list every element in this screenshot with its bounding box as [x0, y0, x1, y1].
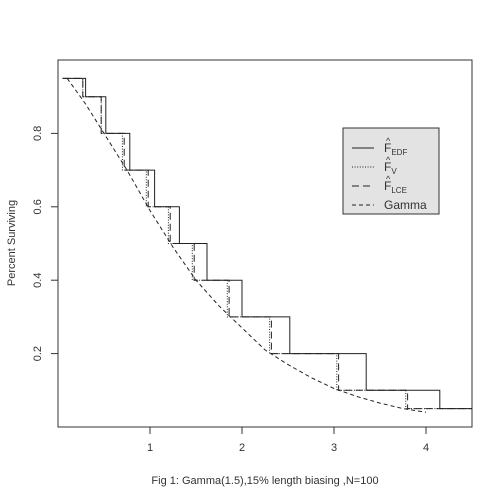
y-tick-label: 0.8: [32, 126, 44, 141]
legend: FEDF^FV^FLCE^Gamma: [342, 127, 440, 215]
legend-label: FLCE: [384, 179, 407, 195]
x-tick-label: 1: [147, 442, 153, 454]
legend-label-sub: EDF: [391, 148, 407, 157]
x-tick-label: 3: [331, 442, 337, 454]
legend-label-main: Gamma: [384, 198, 427, 212]
legend-label-main: F: [384, 179, 391, 193]
legend-hat: ^: [386, 174, 391, 184]
series-dashed-line: [66, 78, 427, 413]
y-tick-label: 0.4: [32, 273, 44, 288]
legend-label-sub: LCE: [391, 186, 407, 195]
plot-frame: [57, 59, 473, 428]
axes: 1 2 3 4 0.2 0.4 0.6 0.8: [32, 126, 429, 454]
x-axis-label: Fig 1: Gamma(1.5),15% length biasing ,N=…: [151, 475, 378, 487]
series-dotted-line: [62, 77, 472, 410]
x-tick-label: 4: [423, 442, 429, 454]
legend-hat: ^: [386, 155, 391, 165]
y-tick-label: 0.6: [32, 199, 44, 214]
legend-label: FEDF: [384, 141, 407, 157]
legend-label: FV: [384, 160, 397, 176]
series-group: [62, 77, 472, 413]
legend-label-sub: V: [391, 167, 397, 176]
legend-label-main: F: [384, 160, 391, 174]
series-solid-line: [62, 77, 472, 410]
y-tick-label: 0.2: [32, 346, 44, 361]
y-axis-label: Percent Surviving: [6, 200, 18, 286]
legend-box: [342, 127, 440, 215]
legend-hat: ^: [386, 136, 391, 146]
legend-label-main: F: [384, 141, 391, 155]
legend-label: Gamma: [384, 198, 427, 212]
x-tick-label: 2: [239, 442, 245, 454]
